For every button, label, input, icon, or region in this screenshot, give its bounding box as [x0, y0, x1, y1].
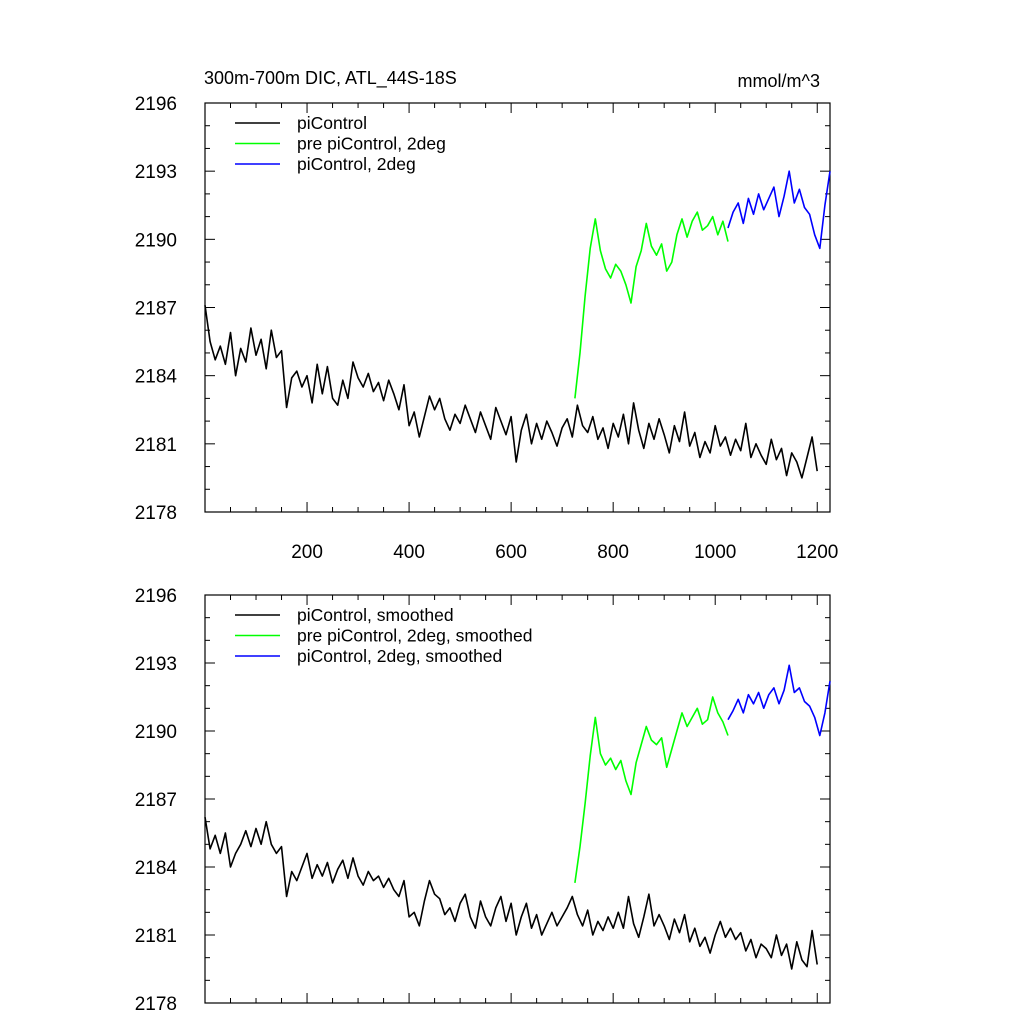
- bottom-panel: 2178 2181 2184 2187 2190 2193 2196 piControl, s…: [135, 586, 831, 1015]
- top-panel: 2178 2181 2184 2187 2190 2193 2196 200 400 600 800…: [135, 94, 839, 563]
- y-tick-label: 2178: [135, 503, 177, 524]
- x-tick-label: 800: [597, 542, 629, 563]
- y-tick-label: 2193: [135, 162, 177, 183]
- y-tick-label: 2190: [135, 722, 177, 743]
- x-tick-label: 200: [291, 542, 323, 563]
- series-line-2: [574, 696, 729, 884]
- legend-label: piControl, 2deg, smoothed: [297, 646, 502, 666]
- series-line-3: [727, 170, 831, 250]
- y-tick-label: 2178: [135, 994, 177, 1015]
- series-line-3: [727, 664, 831, 737]
- y-tick-label: 2190: [135, 230, 177, 251]
- y-tick-label: 2181: [135, 926, 177, 947]
- y-tick-label: 2193: [135, 654, 177, 675]
- legend-label: piControl, 2deg: [297, 154, 416, 174]
- series-line-1: [204, 816, 818, 970]
- x-tick-label: 1200: [796, 542, 838, 563]
- legend-label: pre piControl, 2deg, smoothed: [297, 626, 532, 646]
- series-line-2: [574, 211, 729, 399]
- x-tick-label: 1000: [694, 542, 736, 563]
- y-tick-label: 2196: [135, 94, 177, 115]
- legend-label: piControl: [297, 113, 367, 133]
- legend-label: piControl, smoothed: [297, 605, 454, 625]
- y-tick-label: 2184: [135, 367, 178, 388]
- x-tick-label: 600: [495, 542, 527, 563]
- series-line-1: [204, 305, 818, 479]
- figure-title: 300m-700m DIC, ATL_44S-18S: [204, 68, 457, 89]
- y-tick-label: 2184: [135, 858, 178, 879]
- x-tick-label: 400: [393, 542, 425, 563]
- y-tick-label: 2187: [135, 790, 177, 811]
- legend-label: pre piControl, 2deg: [297, 134, 446, 154]
- y-tick-label: 2196: [135, 586, 177, 607]
- y-tick-label: 2187: [135, 299, 177, 320]
- units-label: mmol/m^3: [738, 71, 820, 91]
- y-tick-label: 2181: [135, 435, 177, 456]
